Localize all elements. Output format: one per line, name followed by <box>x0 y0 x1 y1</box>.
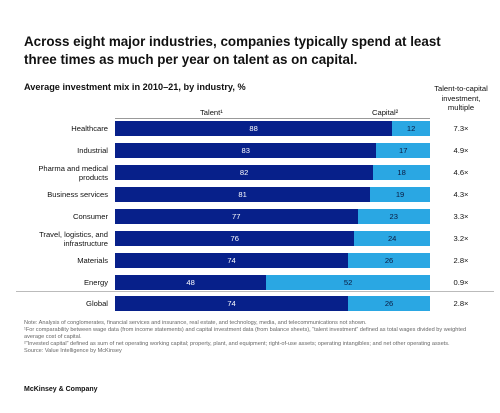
bar-segment: 24 <box>354 231 430 246</box>
value-label: 77 <box>232 212 241 221</box>
category-label: Business services <box>47 190 108 199</box>
chart-title: Across eight major industries, companies… <box>24 34 441 67</box>
category-label: Pharma and medical products <box>38 163 108 182</box>
legend-entry: Capital² <box>372 108 399 117</box>
multiple-value: 3.2× <box>453 234 469 243</box>
multiple-value: 4.9× <box>453 146 469 155</box>
bar-segment: 81 <box>115 187 371 202</box>
chart-subtitle: Average investment mix in 2010–21, by in… <box>24 82 246 92</box>
value-label: 18 <box>397 168 406 177</box>
note: Source: Value Intelligence by McKinsey <box>24 348 122 354</box>
bar-segment: 74 <box>115 296 349 311</box>
value-label: 74 <box>227 256 236 265</box>
value-label: 17 <box>398 146 408 155</box>
bar-segment: 26 <box>348 296 430 311</box>
bar-segment: 77 <box>115 209 358 224</box>
bar-segment: 83 <box>115 143 377 158</box>
note: ²“Invested capital” defined as sum of ne… <box>24 341 450 347</box>
multiple-value: 7.3× <box>453 124 469 133</box>
value-label: 83 <box>241 146 250 155</box>
bar-segment: 19 <box>370 187 430 202</box>
bar-segment: 76 <box>115 231 355 246</box>
bar-segment: 17 <box>376 143 430 158</box>
category-label: Energy <box>83 278 108 287</box>
multiple-value: 0.9× <box>453 278 469 287</box>
value-label: 19 <box>395 190 405 199</box>
bar-segment: 23 <box>357 209 430 224</box>
value-label: 88 <box>249 124 258 133</box>
value-label: 24 <box>387 234 397 243</box>
category-label: Healthcare <box>71 124 108 133</box>
value-label: 48 <box>186 278 195 287</box>
multiple-value: 3.3× <box>453 212 469 221</box>
value-label: 76 <box>230 234 239 243</box>
category-label: Consumer <box>72 212 108 221</box>
bar-segment: 52 <box>266 275 430 290</box>
bar-segment: 18 <box>373 165 430 180</box>
value-label: 23 <box>389 212 398 221</box>
bar-segment: 12 <box>392 121 430 136</box>
multiple-header: Talent-to-capital investment, multiple <box>434 84 488 112</box>
notes: Note: Analysis of conglomerates, financi… <box>24 320 484 355</box>
value-label: 52 <box>343 278 353 287</box>
category-label: Global <box>86 299 108 308</box>
note: ¹For comparability between wage data (fr… <box>24 327 467 340</box>
note: Note: Analysis of conglomerates, financi… <box>24 320 367 326</box>
multiple-value: 4.6× <box>453 168 469 177</box>
category-label: Travel, logistics, and infrastructure <box>39 229 108 248</box>
multiple-value: 2.8× <box>453 299 469 308</box>
category-label: Materials <box>77 256 108 265</box>
value-label: 74 <box>227 299 236 308</box>
category-label: Industrial <box>77 146 108 155</box>
axis-line <box>115 118 430 119</box>
bar-segment: 48 <box>115 275 267 290</box>
footer: McKinsey & Company <box>24 386 98 393</box>
bar-segment: 82 <box>115 165 374 180</box>
multiple-value: 4.3× <box>453 190 469 199</box>
value-label: 81 <box>238 190 247 199</box>
value-label: 26 <box>384 256 394 265</box>
value-label: 82 <box>239 168 249 177</box>
bar-segment: 88 <box>115 121 393 136</box>
value-label: 26 <box>384 299 394 308</box>
separator <box>16 291 494 292</box>
multiple-value: 2.8× <box>453 256 469 265</box>
bar-segment: 26 <box>348 253 430 268</box>
bar-segment: 74 <box>115 253 349 268</box>
legend-entry: Talent¹ <box>200 108 223 117</box>
value-label: 12 <box>406 124 416 133</box>
